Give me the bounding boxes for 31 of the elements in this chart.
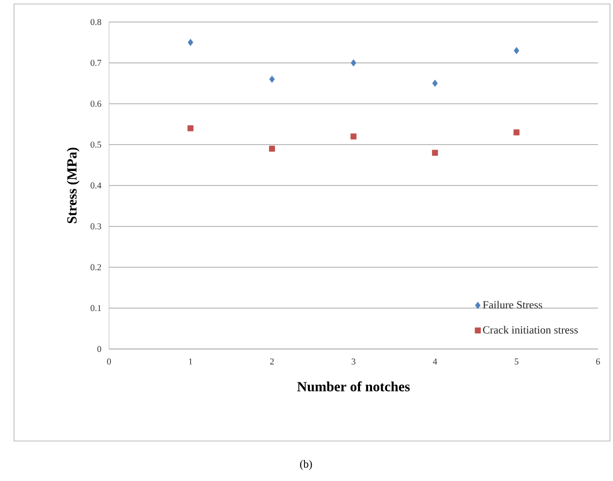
x-tick-label: 6 <box>596 358 600 365</box>
x-tick-label: 1 <box>189 358 192 364</box>
y-tick-label: 0.7 <box>90 60 102 66</box>
x-tick-label: 2 <box>270 358 274 364</box>
point <box>432 80 438 87</box>
point <box>432 150 438 156</box>
point <box>188 38 194 46</box>
legend-label: Failure Stress <box>482 300 542 309</box>
x-tick-label: 5 <box>514 358 518 364</box>
point <box>350 133 356 140</box>
point <box>269 146 275 152</box>
point <box>514 47 520 54</box>
y-tick-label: 0.6 <box>90 100 102 107</box>
point <box>514 129 520 136</box>
point <box>269 76 275 83</box>
y-axis-title: Stress (MPa) <box>66 148 80 224</box>
y-tick-label: 0.5 <box>90 142 102 148</box>
y-tick-label: 0.2 <box>90 264 101 270</box>
point <box>188 125 194 132</box>
x-tick-label: 4 <box>432 358 438 364</box>
x-tick-label: 3 <box>352 358 356 365</box>
y-tick-label: 0.1 <box>90 305 101 312</box>
point <box>350 59 356 66</box>
legend-label: Crack initiation stress <box>483 326 578 334</box>
text: (b) <box>300 460 312 470</box>
y-tick-label: 0.4 <box>90 182 102 189</box>
y-tick-label: 0 <box>97 346 102 352</box>
x-tick-label: 0 <box>107 358 111 365</box>
y-tick-label: 0.8 <box>90 18 102 26</box>
y-tick-label: 0.3 <box>90 223 102 230</box>
x-axis-title: Number of notches <box>297 381 410 392</box>
